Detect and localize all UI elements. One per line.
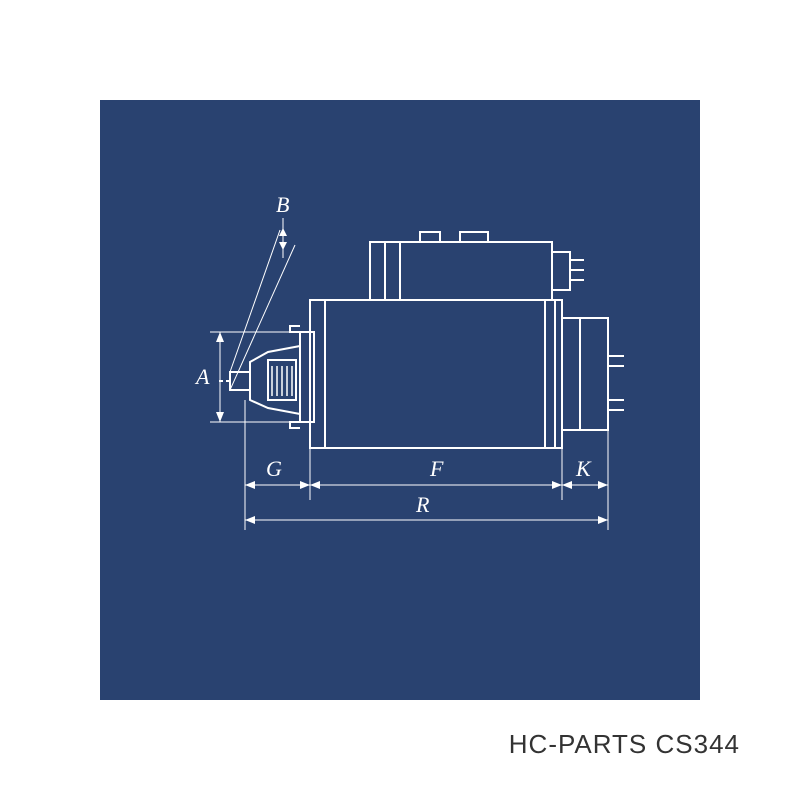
part-number-text: CS344 [656,729,741,759]
starter-motor-drawing [100,100,700,700]
label-b: B [276,192,289,218]
diagram-panel: A B G F K R [100,100,700,700]
label-a: A [196,364,209,390]
label-f: F [430,456,443,482]
label-r: R [416,492,429,518]
label-g: G [266,456,282,482]
brand-text: HC-PARTS [509,729,648,759]
footer-caption: HC-PARTS CS344 [509,729,740,760]
label-k: K [576,456,591,482]
